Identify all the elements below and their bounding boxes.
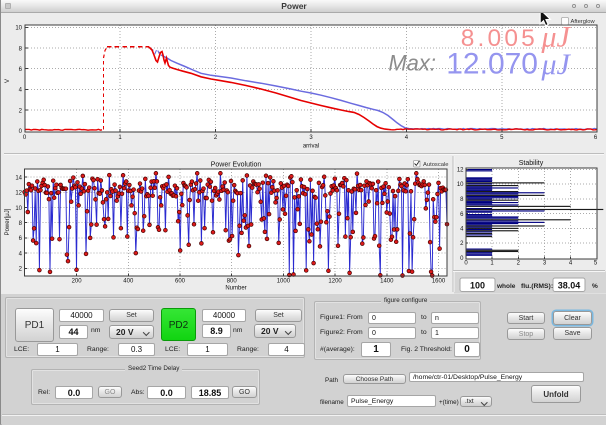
svg-text:2: 2 (517, 261, 521, 267)
svg-text:V: V (5, 79, 11, 83)
svg-text:1400: 1400 (380, 279, 394, 285)
svg-text:0: 0 (464, 261, 468, 267)
svg-text:1600: 1600 (432, 279, 446, 285)
svg-text:Power[μJ]: Power[μJ] (5, 208, 11, 235)
svg-text:6: 6 (19, 67, 23, 73)
svg-text:100: 100 (470, 281, 485, 291)
svg-text:8: 8 (19, 221, 23, 227)
svg-text:1000: 1000 (277, 279, 291, 285)
svg-text:1: 1 (118, 135, 122, 141)
svg-text:8.005: 8.005 (461, 25, 538, 52)
svg-text:10: 10 (15, 206, 22, 212)
svg-text:10: 10 (457, 182, 464, 188)
svg-text:6: 6 (19, 236, 23, 242)
svg-text:200: 200 (72, 279, 83, 285)
svg-text:12.070: 12.070 (446, 48, 538, 81)
svg-text:4: 4 (19, 88, 23, 94)
svg-text:%: % (592, 283, 598, 290)
svg-text:4: 4 (569, 261, 573, 267)
svg-text:1200: 1200 (328, 279, 342, 285)
svg-text:14: 14 (15, 175, 22, 181)
svg-text:600: 600 (175, 279, 186, 285)
svg-text:whole: whole (496, 283, 516, 290)
svg-text:8: 8 (19, 46, 23, 52)
svg-text:Stability: Stability (519, 160, 544, 167)
svg-text:μJ: μJ (541, 48, 572, 81)
svg-text:flu.(RMS):: flu.(RMS): (521, 283, 553, 290)
svg-text:5: 5 (594, 261, 598, 267)
svg-text:4: 4 (19, 251, 23, 257)
svg-text:6: 6 (460, 212, 464, 218)
svg-text:6: 6 (594, 135, 598, 141)
svg-text:2: 2 (19, 108, 23, 114)
svg-text:10: 10 (15, 26, 22, 32)
svg-text:0: 0 (19, 129, 23, 135)
svg-text:Number: Number (225, 286, 246, 292)
svg-text:3: 3 (543, 261, 547, 267)
svg-text:3: 3 (309, 135, 313, 141)
svg-text:Power Evolution: Power Evolution (211, 162, 262, 169)
svg-text:2: 2 (19, 267, 23, 273)
svg-text:0: 0 (460, 256, 464, 262)
svg-text:12: 12 (457, 168, 464, 174)
svg-text:Afterglow: Afterglow (571, 19, 596, 25)
svg-text:4: 4 (405, 135, 409, 141)
svg-text:400: 400 (123, 279, 134, 285)
svg-text:5: 5 (500, 135, 504, 141)
svg-text:2: 2 (214, 135, 218, 141)
svg-text:12: 12 (15, 191, 22, 197)
svg-text:8: 8 (460, 197, 464, 203)
svg-text:1: 1 (490, 261, 494, 267)
svg-text:2: 2 (460, 241, 464, 247)
svg-text:Autoscale: Autoscale (423, 162, 448, 168)
svg-text:800: 800 (227, 279, 238, 285)
svg-text:38.04: 38.04 (558, 281, 581, 291)
svg-text:arrival: arrival (303, 144, 319, 150)
svg-text:0: 0 (23, 135, 27, 141)
svg-text:4: 4 (460, 227, 464, 233)
svg-text:Max:: Max: (388, 51, 436, 76)
